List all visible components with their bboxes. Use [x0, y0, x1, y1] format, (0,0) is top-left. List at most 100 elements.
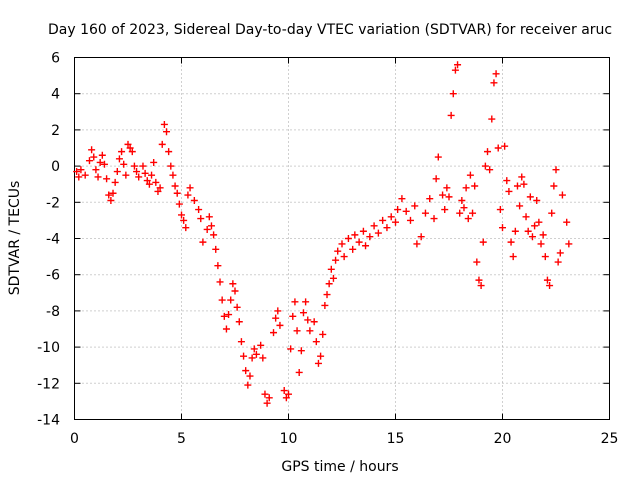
y-tick-label: -12 — [37, 376, 60, 392]
data-point — [477, 282, 485, 290]
data-point — [466, 171, 474, 179]
data-point — [75, 173, 83, 181]
data-point — [462, 184, 470, 192]
data-point — [449, 90, 457, 98]
data-point — [148, 171, 156, 179]
data-point — [541, 253, 549, 261]
data-point — [90, 153, 98, 161]
data-point — [287, 345, 295, 353]
y-tick-label: -10 — [37, 340, 60, 356]
data-point — [175, 200, 183, 208]
data-point — [501, 142, 509, 150]
data-point — [475, 276, 483, 284]
data-point — [143, 177, 151, 185]
data-point — [150, 158, 158, 166]
data-point — [135, 173, 143, 181]
data-point — [302, 298, 310, 306]
data-point — [511, 227, 519, 235]
data-point — [451, 66, 459, 74]
data-point — [113, 168, 121, 176]
data-point — [276, 321, 284, 329]
data-point — [197, 215, 205, 223]
data-points — [73, 61, 573, 407]
data-point — [432, 175, 440, 183]
data-point — [552, 166, 560, 174]
data-point — [240, 352, 248, 360]
data-point — [434, 153, 442, 161]
data-point — [274, 307, 282, 315]
data-point — [439, 191, 447, 199]
data-point — [118, 148, 126, 156]
data-point — [479, 238, 487, 246]
data-point — [304, 316, 312, 324]
data-point — [81, 171, 89, 179]
data-point — [533, 196, 541, 204]
data-point — [550, 182, 558, 190]
y-tick-label: -14 — [37, 413, 60, 429]
data-point — [160, 120, 168, 128]
data-point — [145, 180, 153, 188]
data-point — [349, 245, 357, 253]
data-point — [263, 399, 271, 407]
data-point — [180, 216, 188, 224]
data-point — [199, 238, 207, 246]
data-point — [167, 162, 175, 170]
data-point — [366, 233, 374, 241]
data-point — [233, 303, 241, 311]
data-point — [216, 278, 224, 286]
data-point — [272, 314, 280, 322]
y-tick-label: 2 — [51, 123, 60, 139]
data-point — [92, 166, 100, 174]
data-point — [402, 207, 410, 215]
data-point — [182, 224, 190, 232]
data-point — [190, 196, 198, 204]
data-point — [417, 233, 425, 241]
data-point — [299, 309, 307, 317]
data-point — [413, 240, 421, 248]
data-point — [317, 352, 325, 360]
data-point — [212, 245, 220, 253]
data-point — [122, 171, 130, 179]
data-point — [94, 173, 102, 181]
data-point — [218, 296, 226, 304]
data-point — [282, 394, 290, 402]
data-point — [370, 222, 378, 230]
data-point — [520, 180, 528, 188]
data-point — [447, 111, 455, 119]
data-point — [154, 187, 162, 195]
data-point — [227, 296, 235, 304]
data-point — [362, 242, 370, 250]
data-point — [310, 318, 318, 326]
data-point — [496, 206, 504, 214]
data-point — [458, 196, 466, 204]
data-point — [325, 280, 333, 288]
data-point — [531, 222, 539, 230]
data-point — [291, 298, 299, 306]
data-point — [184, 191, 192, 199]
data-point — [246, 372, 254, 380]
data-point — [235, 318, 243, 326]
data-point — [327, 265, 335, 273]
x-tick-label: 5 — [177, 431, 186, 447]
data-point — [109, 189, 117, 197]
data-point — [259, 354, 267, 362]
grid-lines — [74, 57, 610, 420]
data-point — [158, 140, 166, 148]
data-point — [546, 282, 554, 290]
data-point — [473, 258, 481, 266]
data-point — [186, 184, 194, 192]
plot-frame — [74, 57, 610, 420]
data-point — [220, 312, 228, 320]
data-point — [528, 233, 536, 241]
data-point — [543, 276, 551, 284]
data-point — [411, 202, 419, 210]
data-point — [293, 327, 301, 335]
data-point — [379, 216, 387, 224]
data-point — [173, 189, 181, 197]
data-point — [88, 146, 96, 154]
data-point — [507, 238, 515, 246]
data-point — [163, 128, 171, 136]
data-point — [484, 148, 492, 156]
chart-title: Day 160 of 2023, Sidereal Day-to-day VTE… — [48, 22, 612, 38]
y-tick-labels: -14 -12 -10 -8 -6 -4 -2 0 2 4 6 — [37, 51, 60, 429]
